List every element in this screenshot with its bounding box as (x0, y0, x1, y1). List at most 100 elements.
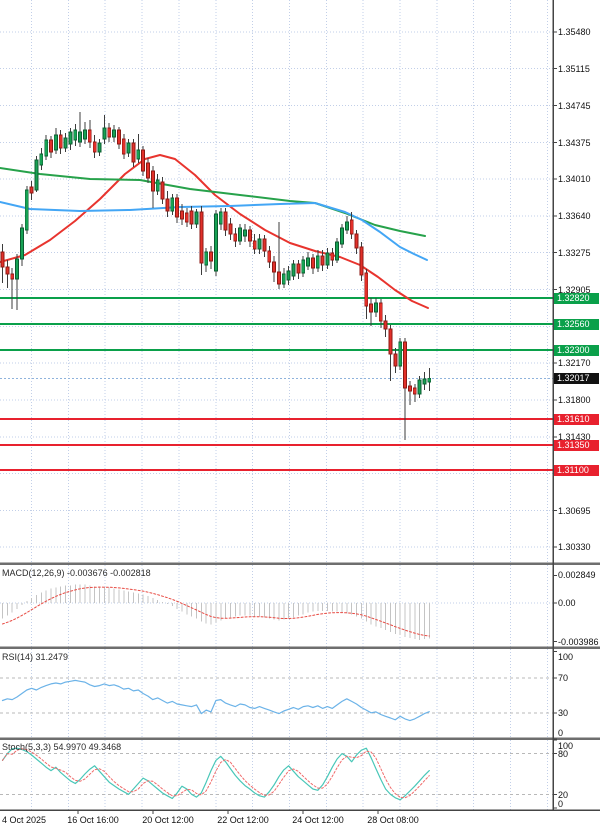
level-price-box-red: 1.31350 (554, 440, 599, 451)
macd-main-value: -0.003676 (67, 568, 108, 578)
rsi-axis-label: 100 (558, 652, 574, 662)
bull-candle (44, 139, 49, 157)
bear-candle (87, 129, 92, 143)
stoch-k-value: 54.9970 (53, 742, 87, 752)
bear-candle (180, 210, 184, 220)
price-tick-label: 1.30695 (558, 505, 591, 516)
bear-candle (277, 271, 281, 285)
bear-candle (184, 212, 189, 223)
bull-candle (281, 273, 286, 285)
stoch-name: Stoch(5,3,3) (2, 742, 52, 752)
bear-candle (354, 233, 359, 249)
rsi-line (1, 679, 430, 722)
ma-mid-blue (0, 201, 428, 261)
bear-candle (117, 129, 121, 145)
price-tick-label: 1.35115 (558, 63, 590, 74)
bull-candle (340, 227, 344, 245)
rsi-axis-label: 30 (558, 708, 569, 718)
bear-candle (10, 273, 15, 280)
bear-candle (403, 341, 407, 389)
date-label: 22 Oct 12:00 (217, 815, 269, 825)
bull-candle (204, 251, 209, 266)
moving-averages (0, 154, 429, 309)
bull-candle (39, 153, 44, 166)
bear-candle (252, 240, 257, 250)
current-price-box: 1.32017 (554, 373, 599, 385)
macd-axis-label: -0.003986 (558, 636, 599, 647)
bear-candle (383, 320, 388, 330)
bear-candle (247, 229, 252, 242)
macd-panel-series (2, 584, 430, 640)
rsi-axis-label: 0 (558, 728, 564, 738)
bull-candle (24, 189, 29, 231)
bull-candle (63, 137, 68, 149)
macd-axis-label: 0.00 (558, 598, 576, 608)
bull-candle (19, 227, 24, 260)
bear-candle (5, 266, 10, 275)
support-resistance-lines (0, 297, 553, 471)
bull-candle (422, 378, 427, 385)
bear-candle (378, 302, 383, 322)
bear-candle (412, 387, 417, 395)
bear-candle (199, 211, 204, 264)
rsi-panel-series (1, 679, 430, 722)
bull-candle (68, 131, 73, 145)
bear-candle (369, 303, 374, 313)
bull-candle (291, 263, 296, 277)
stoch-k-line (1, 747, 430, 801)
bear-candle (364, 272, 369, 307)
ma-slow-green (0, 167, 426, 237)
rsi-value: 31.2479 (35, 652, 69, 662)
stoch-d-value: 49.3468 (88, 742, 122, 752)
bear-candle (272, 261, 277, 273)
bear-candle (330, 252, 335, 261)
bull-candle (325, 252, 330, 266)
bull-candle (78, 131, 82, 143)
macd-name: MACD(12,26,9) (2, 568, 65, 578)
level-price-box-green: 1.32820 (554, 293, 599, 304)
bear-candle (141, 149, 146, 172)
bear-candle (49, 139, 53, 153)
bear-candle (0, 251, 5, 268)
bear-candle (175, 197, 180, 218)
rsi-name: RSI(14) (2, 652, 34, 662)
bull-candle (374, 302, 378, 313)
bear-candle (310, 257, 315, 269)
bull-candle (427, 377, 432, 383)
bull-candle (417, 379, 422, 395)
date-label: 16 Oct 16:00 (67, 815, 119, 825)
bull-candle (102, 127, 107, 140)
bull-candle (301, 259, 306, 274)
bear-candle (262, 238, 267, 252)
bull-candle (15, 258, 19, 280)
bull-candle (155, 179, 160, 192)
price-tick-label: 1.35480 (558, 27, 591, 37)
level-price-box-green: 1.32300 (554, 345, 599, 356)
bull-candle (126, 142, 131, 154)
stoch-indicator-label: Stoch(5,3,3) 54.9970 49.3468 (2, 742, 121, 752)
bull-candle (83, 129, 87, 140)
stoch-axis-label: 80 (558, 749, 569, 759)
level-price-box-green: 1.32560 (554, 319, 599, 330)
stoch-axis-label: 0 (558, 799, 564, 809)
bull-candle (286, 270, 291, 281)
bear-candle (296, 263, 301, 274)
macd-indicator-label: MACD(12,26,9) -0.003676 -0.002818 (2, 568, 151, 578)
bull-candle (53, 134, 58, 151)
stoch-axis-label: 100 (558, 741, 574, 751)
bull-candle (97, 142, 102, 153)
bear-candle (131, 142, 136, 163)
price-tick-label: 1.34745 (558, 100, 591, 111)
rsi-axis-label: 70 (558, 673, 569, 683)
bear-candle (233, 233, 238, 242)
date-label: 28 Oct 08:00 (367, 815, 419, 825)
bear-candle (146, 162, 150, 179)
candles (0, 112, 432, 440)
level-price-box-red: 1.31610 (554, 414, 599, 425)
bear-candle (58, 134, 63, 149)
bull-candle (315, 255, 320, 269)
stoch-panel-series (1, 747, 430, 801)
bear-candle (150, 170, 155, 192)
bear-candle (29, 186, 34, 194)
